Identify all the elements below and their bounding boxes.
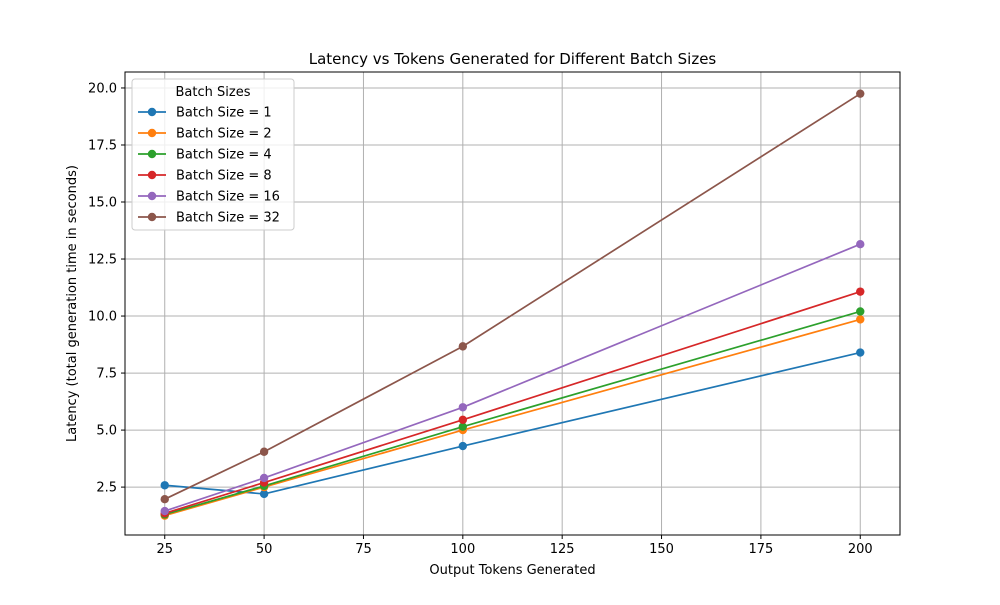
legend-label: Batch Size = 4 [176, 148, 272, 163]
chart-title: Latency vs Tokens Generated for Differen… [309, 50, 717, 68]
series-16-point [458, 403, 468, 412]
legend-swatch-marker [147, 212, 157, 222]
series-1-line [164, 351, 861, 495]
legend-label: Batch Size = 1 [176, 106, 272, 121]
x-tick-label: 25 [156, 542, 173, 557]
x-tick-label: 125 [550, 542, 575, 557]
legend-entries: Batch Size = 1 Batch Size = 2 Batch Size =… [138, 106, 280, 226]
series-8-line [164, 290, 861, 515]
series-lines [160, 89, 865, 520]
legend-entry: Batch Size = 1 [138, 106, 272, 121]
series-32-point [160, 494, 169, 504]
y-axis-label: Latency (total generation time in second… [65, 165, 80, 442]
legend-swatch-marker [147, 128, 157, 138]
legend-swatch-marker [147, 191, 157, 201]
series-16 [160, 239, 865, 516]
series-32-point [856, 89, 865, 98]
series-8-point [458, 415, 468, 425]
legend-title: Batch Sizes [176, 85, 251, 100]
series-2-line [164, 318, 861, 517]
x-tick-label: 75 [355, 542, 372, 557]
legend-box [131, 78, 295, 231]
series-16-point [856, 239, 865, 249]
series-32-line [164, 92, 861, 500]
y-tick-label: 20.0 [88, 81, 117, 96]
y-tick-label: 2.5 [96, 481, 117, 496]
x-tick-label: 200 [848, 542, 873, 557]
legend-entry: Batch Size = 4 [138, 148, 272, 163]
series-1-point [259, 489, 269, 499]
series-1 [160, 348, 865, 499]
legend-entry: Batch Size = 2 [138, 127, 272, 142]
series-1-point [458, 441, 468, 451]
legend-label: Batch Size = 8 [176, 169, 272, 184]
y-tick-label: 10.0 [88, 310, 117, 325]
series-32-point [259, 447, 269, 456]
x-axis-ticks: 25 50 75 100 125 150 175 200 [156, 535, 873, 557]
legend-label: Batch Size = 16 [176, 190, 280, 205]
x-tick-label: 150 [649, 542, 674, 557]
legend-swatch-marker [147, 170, 157, 180]
x-tick-label: 100 [450, 542, 475, 557]
legend-label: Batch Size = 32 [176, 211, 280, 226]
legend-entry: Batch Size = 16 [138, 190, 280, 205]
legend-label: Batch Size = 2 [176, 127, 272, 142]
series-16-point [160, 506, 169, 516]
y-tick-label: 15.0 [88, 196, 117, 211]
legend-entry: Batch Size = 32 [138, 211, 280, 226]
series-32-point [458, 342, 468, 351]
x-axis-label: Output Tokens Generated [429, 563, 595, 578]
legend-swatch-marker [147, 107, 157, 117]
legend-entry: Batch Size = 8 [138, 169, 272, 184]
series-4-point [856, 307, 865, 316]
x-tick-label: 50 [256, 542, 273, 557]
series-1-point [160, 481, 169, 490]
y-tick-label: 12.5 [88, 253, 117, 268]
x-tick-label: 175 [748, 542, 773, 557]
series-8-point [856, 287, 865, 296]
series-2-point [856, 315, 865, 324]
y-tick-label: 7.5 [96, 367, 117, 382]
series-32 [160, 89, 865, 504]
y-tick-label: 17.5 [88, 138, 117, 153]
y-tick-label: 5.0 [96, 424, 117, 439]
series-1-point [856, 348, 865, 357]
y-axis-ticks: 2.5 5.0 7.5 10.0 12.5 15.0 17.5 20.0 [88, 81, 125, 496]
series-16-point [259, 473, 269, 483]
legend: Batch Sizes Batch Size = 1 Batch Size = 2… [131, 78, 295, 231]
series-4-line [164, 310, 861, 516]
series-16-line [164, 243, 861, 512]
series-4-point [458, 422, 468, 431]
plot-area-frame [124, 71, 901, 536]
legend-swatch-marker [147, 149, 157, 159]
